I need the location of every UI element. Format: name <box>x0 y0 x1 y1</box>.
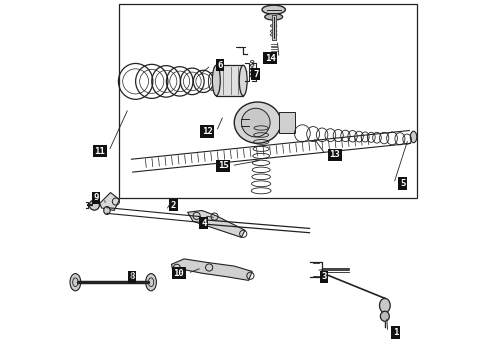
Text: 2: 2 <box>171 201 176 210</box>
Polygon shape <box>188 211 245 237</box>
Bar <box>279 112 295 134</box>
Ellipse shape <box>234 102 281 143</box>
Text: 1: 1 <box>393 328 398 337</box>
Text: 9: 9 <box>94 193 99 202</box>
Ellipse shape <box>104 207 110 215</box>
Text: 6: 6 <box>217 61 222 70</box>
Text: 7: 7 <box>253 70 258 79</box>
Ellipse shape <box>242 108 270 137</box>
Ellipse shape <box>146 274 156 291</box>
Text: 12: 12 <box>202 127 213 136</box>
Bar <box>120 4 417 198</box>
Text: 5: 5 <box>400 179 406 188</box>
Ellipse shape <box>410 131 417 143</box>
Ellipse shape <box>262 5 285 14</box>
Text: 10: 10 <box>173 269 184 278</box>
Polygon shape <box>100 193 120 211</box>
Ellipse shape <box>265 14 283 20</box>
Text: 11: 11 <box>95 147 105 156</box>
Ellipse shape <box>89 200 99 210</box>
Ellipse shape <box>197 216 203 224</box>
Ellipse shape <box>380 311 390 321</box>
Ellipse shape <box>239 65 247 96</box>
Text: 13: 13 <box>329 150 340 159</box>
Text: 3: 3 <box>321 272 326 281</box>
Text: 15: 15 <box>218 161 229 170</box>
Text: 14: 14 <box>265 54 275 63</box>
Polygon shape <box>172 259 252 280</box>
Ellipse shape <box>379 298 390 313</box>
Ellipse shape <box>70 274 81 291</box>
Bar <box>216 65 243 96</box>
Text: 8: 8 <box>129 272 135 281</box>
Text: 4: 4 <box>201 219 206 228</box>
Ellipse shape <box>212 65 220 96</box>
